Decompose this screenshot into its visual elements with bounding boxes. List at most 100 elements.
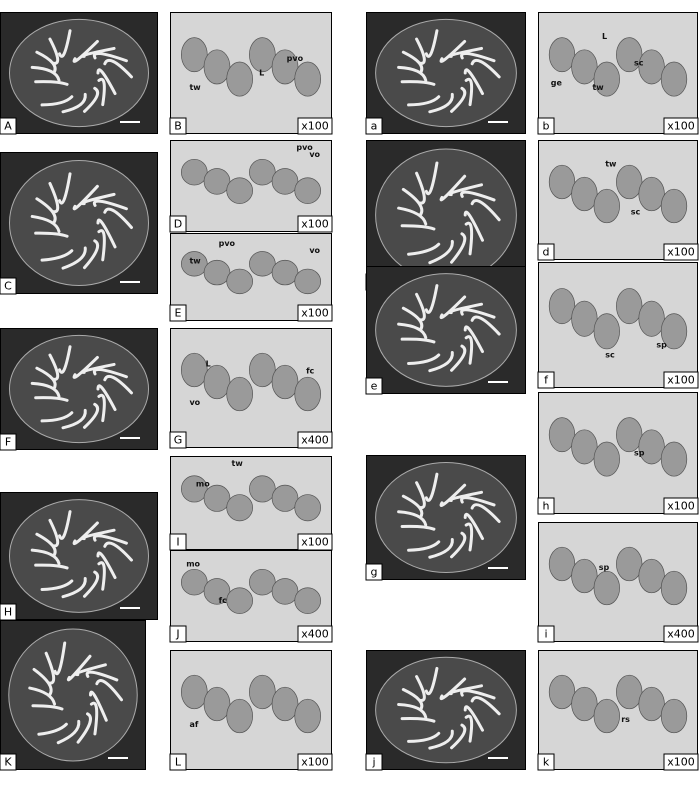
tissue-strand [424, 472, 439, 502]
tissue [294, 61, 322, 97]
tissue-strand [89, 701, 99, 736]
letter-box [537, 625, 555, 643]
panel-letter: e [371, 380, 378, 393]
magnification-box [297, 117, 333, 135]
tissue-strand [397, 510, 428, 527]
panel: a [365, 12, 526, 135]
tissue [226, 494, 253, 522]
panel-letter: H [4, 606, 12, 619]
tissue-strand [30, 548, 61, 566]
tissue [638, 49, 665, 85]
petri-dish [8, 160, 150, 286]
magnification: x100 [667, 374, 695, 387]
tissue-strand [89, 690, 108, 722]
tissue-strand [447, 46, 484, 58]
tissue-strand [58, 345, 72, 374]
annotation: pvo [296, 143, 313, 152]
tissue [226, 587, 253, 614]
tissue-strand [34, 563, 69, 570]
magnification: x100 [301, 218, 329, 231]
tissue [249, 568, 276, 596]
tissue [294, 268, 322, 295]
tissue-strand [397, 206, 428, 226]
tissue-strand [92, 368, 128, 379]
petri-dish [375, 462, 517, 573]
tissue [226, 698, 253, 734]
annotation: sp [634, 449, 645, 458]
tissue [616, 674, 643, 710]
annotation: vo [309, 246, 320, 255]
tissue [180, 674, 208, 710]
tissue [294, 376, 322, 412]
tissue-strand [74, 663, 107, 677]
tissue-strand [397, 322, 428, 340]
tissue [571, 558, 598, 594]
annotation: sp [599, 563, 610, 572]
annotation: fc [306, 367, 314, 376]
petri-dish [8, 334, 150, 444]
tissue-strand [415, 481, 426, 510]
annotation: pvo [287, 54, 304, 63]
tissue-strand [82, 570, 100, 598]
tissue [249, 674, 276, 710]
annotation: tw [189, 257, 201, 266]
tissue-strand [61, 408, 87, 430]
tissue-strand [470, 315, 501, 336]
tissue-strand [66, 654, 92, 682]
tissue-strand [428, 350, 454, 373]
tissue-strand [428, 92, 454, 114]
tissue-strand [72, 39, 99, 63]
tissue-strand [460, 496, 496, 507]
tissue-strand [34, 231, 69, 238]
magnification-box [663, 497, 699, 515]
tissue [203, 259, 231, 286]
tissue-strand [463, 512, 484, 541]
letter-box [365, 117, 383, 135]
letter-box [365, 563, 383, 581]
petri-dish [8, 18, 150, 128]
tissue-strand [400, 716, 436, 723]
annotation: mo [196, 480, 210, 489]
tissue-strand [463, 705, 484, 732]
tissue-strand [96, 384, 117, 412]
annotation: vo [309, 150, 320, 159]
letter-box [365, 377, 383, 395]
tissue-strand [97, 77, 106, 107]
tissue [226, 376, 253, 412]
panel-letter: E [175, 307, 182, 320]
tissue [571, 300, 598, 337]
magnification: x400 [301, 434, 329, 447]
tissue-strand [58, 172, 72, 205]
tissue-strand [400, 524, 436, 531]
tissue-strand [72, 521, 99, 546]
annotation: tw [232, 459, 244, 468]
panel: e [365, 266, 526, 395]
panel-letter: K [4, 756, 12, 769]
tissue-strand [40, 579, 74, 592]
magnification-box [663, 371, 699, 389]
magnification-box [663, 753, 699, 771]
panel: h x100 sp [537, 392, 699, 515]
tissue-strand [464, 221, 474, 256]
annotation: pvo [219, 239, 236, 248]
tissue-strand [415, 171, 426, 205]
panel: C [0, 152, 158, 295]
panel: g [365, 455, 526, 581]
tissue-strand [103, 207, 133, 230]
tissue-strand [95, 679, 123, 702]
magnification-box [297, 753, 333, 771]
annotation: rs [621, 715, 630, 724]
tissue [616, 417, 643, 453]
tissue [593, 698, 620, 734]
tissue-strand [397, 65, 428, 82]
tissue-strand [30, 214, 61, 233]
tissue [571, 429, 598, 465]
tissue-strand [428, 729, 454, 750]
panel-letter: i [544, 628, 547, 641]
tissue-strand [92, 534, 128, 545]
panel-letter: J [175, 628, 179, 641]
tissue-strand [470, 199, 501, 222]
panel-letter: F [5, 436, 11, 449]
tissue-strand [44, 651, 56, 685]
tissue-strand [80, 46, 116, 58]
